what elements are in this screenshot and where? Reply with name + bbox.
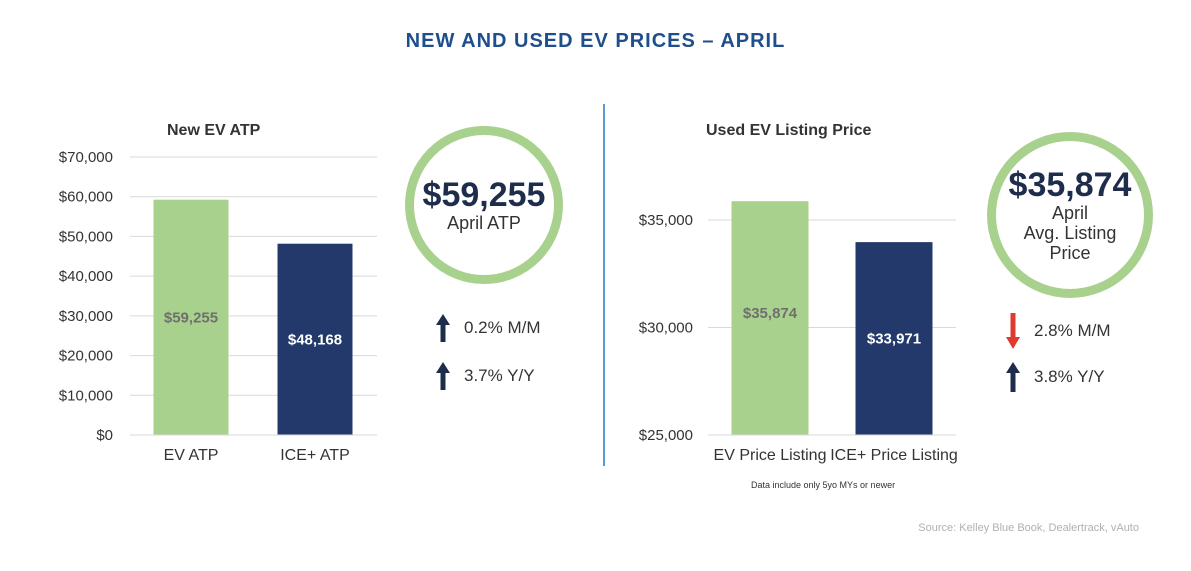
new-ev-change-yy-text: 3.7% Y/Y <box>464 366 535 385</box>
new-ev-headline-ring: $59,255 April ATP <box>405 126 563 284</box>
y-tick-label: $10,000 <box>59 387 113 404</box>
data-note: Data include only 5yo MYs or newer <box>751 480 896 490</box>
y-tick-label: $50,000 <box>59 228 113 245</box>
used-ev-headline-label-1: April <box>1051 203 1088 223</box>
bar <box>153 199 229 435</box>
y-tick-label: $35,000 <box>639 212 693 229</box>
y-tick-label: $30,000 <box>59 308 113 325</box>
used-ev-headline-value: $35,874 <box>1008 166 1132 204</box>
y-tick-label: $0 <box>96 427 113 444</box>
y-tick-label: $20,000 <box>59 348 113 365</box>
y-tick-label: $70,000 <box>59 149 113 166</box>
used-ev-change-mm: 2.8% M/M <box>1006 313 1111 349</box>
arrow-up-icon <box>1006 362 1020 392</box>
source-text: Source: Kelley Blue Book, Dealertrack, v… <box>918 522 1139 534</box>
x-category-label: EV Price Listing <box>714 447 827 464</box>
bar-value-label: $59,255 <box>164 309 218 326</box>
new-ev-change-yy: 3.7% Y/Y <box>436 362 535 390</box>
y-tick-label: $40,000 <box>59 268 113 285</box>
arrow-down-icon <box>1006 313 1020 349</box>
bar <box>855 242 933 435</box>
y-tick-label: $60,000 <box>59 189 113 206</box>
used-ev-listing-chart: $25,000 $30,000 $35,000 $35,874 EV Price Lis… <box>639 201 958 464</box>
used-ev-change-yy-text: 3.8% Y/Y <box>1034 367 1105 386</box>
new-ev-headline-value: $59,255 <box>422 176 546 214</box>
bar <box>731 201 809 435</box>
section-divider <box>603 104 605 466</box>
used-ev-headline-ring: $35,874 April Avg. Listing Price <box>987 132 1153 298</box>
arrow-up-icon <box>436 362 450 390</box>
new-ev-atp-chart: $0 $10,000 $20,000 $30,000 $40,000 $50,000 $60… <box>59 149 377 464</box>
new-ev-change-mm-text: 0.2% M/M <box>464 318 541 337</box>
x-category-label: ICE+ Price Listing <box>830 447 958 464</box>
bar-value-label: $48,168 <box>288 331 342 348</box>
new-ev-chart-title: New EV ATP <box>167 122 261 139</box>
x-category-label: EV ATP <box>164 447 219 464</box>
used-ev-chart-title: Used EV Listing Price <box>706 122 872 139</box>
used-ev-change-mm-text: 2.8% M/M <box>1034 321 1111 340</box>
arrow-up-icon <box>436 314 450 342</box>
new-ev-headline-label: April ATP <box>447 213 521 233</box>
bar <box>277 243 353 435</box>
used-ev-headline-label-3: Price <box>1049 243 1091 263</box>
used-ev-headline-label-2: Avg. Listing <box>1023 223 1117 243</box>
y-tick-label: $30,000 <box>639 320 693 337</box>
used-ev-change-yy: 3.8% Y/Y <box>1006 362 1105 392</box>
x-category-label: ICE+ ATP <box>280 447 350 464</box>
bar-value-label: $35,874 <box>743 305 798 322</box>
new-ev-change-mm: 0.2% M/M <box>436 314 541 342</box>
page-title: NEW AND USED EV PRICES – APRIL <box>405 30 786 52</box>
y-tick-label: $25,000 <box>639 427 693 444</box>
bar-value-label: $33,971 <box>867 331 921 348</box>
